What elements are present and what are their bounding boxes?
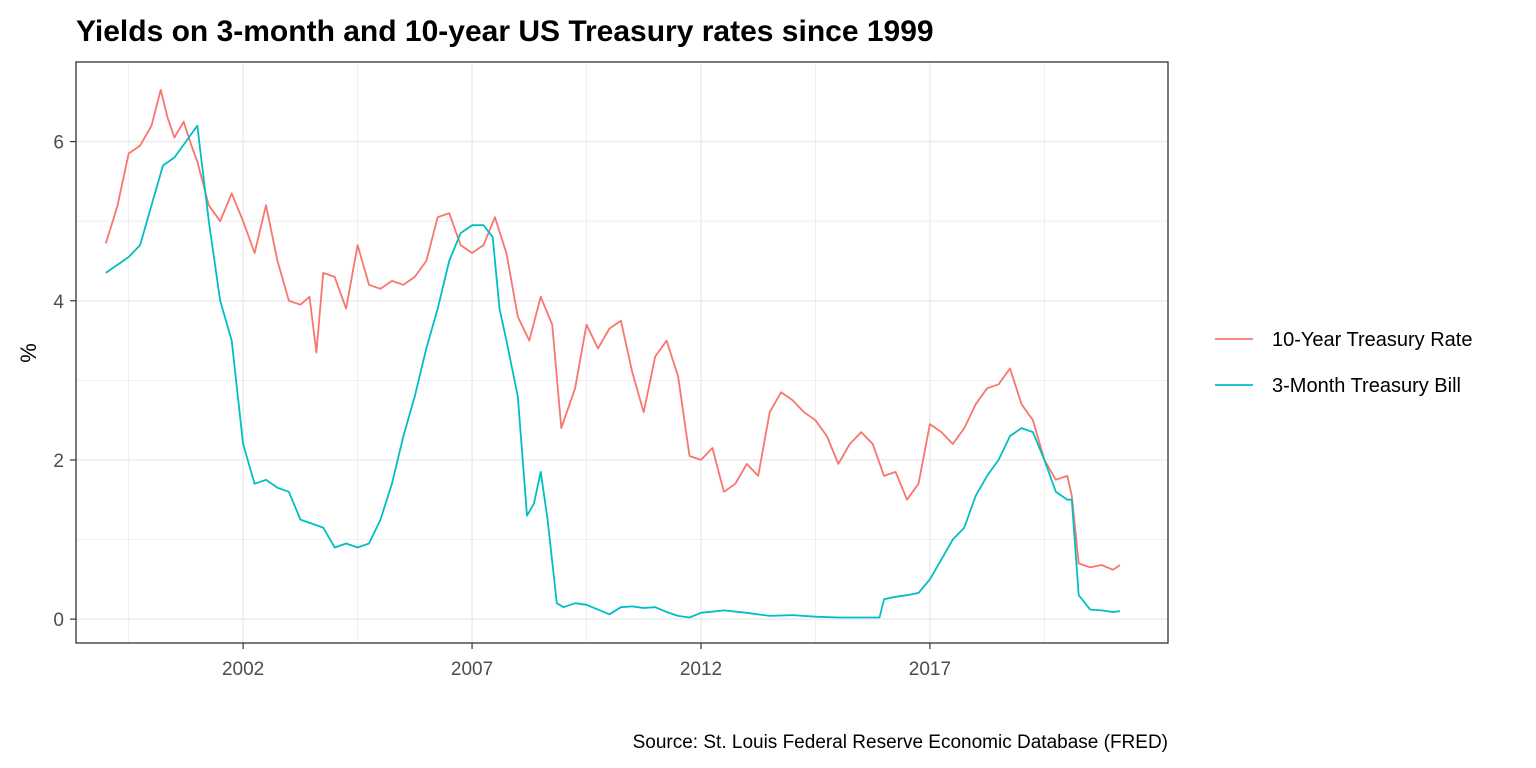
x-tick-label: 2017 — [909, 659, 951, 680]
x-axis: 2002 2007 2012 2017 — [222, 643, 951, 680]
series-lines — [104, 89, 1121, 619]
series-line-three-month — [105, 124, 1121, 619]
panel-border — [75, 61, 1169, 644]
y-axis-title: % — [16, 343, 41, 363]
y-tick-label: 2 — [53, 451, 64, 472]
y-axis: 0 2 4 6 — [53, 133, 76, 631]
legend: 10-Year Treasury Rate 3-Month Treasury B… — [1215, 329, 1472, 397]
y-tick-label: 4 — [53, 292, 64, 313]
legend-label-three-month: 3-Month Treasury Bill — [1272, 375, 1461, 397]
x-tick-label: 2012 — [680, 659, 722, 680]
source-caption: Source: St. Louis Federal Reserve Econom… — [633, 732, 1168, 753]
grid-lines — [76, 62, 1168, 643]
legend-label-ten-year: 10-Year Treasury Rate — [1272, 329, 1472, 351]
x-tick-label: 2002 — [222, 659, 264, 680]
series-line-ten-year — [104, 89, 1121, 571]
y-tick-label: 0 — [53, 610, 64, 631]
y-tick-label: 6 — [53, 133, 64, 154]
x-tick-label: 2007 — [451, 659, 493, 680]
chart-title: Yields on 3-month and 10-year US Treasur… — [76, 15, 934, 48]
plot-panel — [75, 61, 1169, 644]
